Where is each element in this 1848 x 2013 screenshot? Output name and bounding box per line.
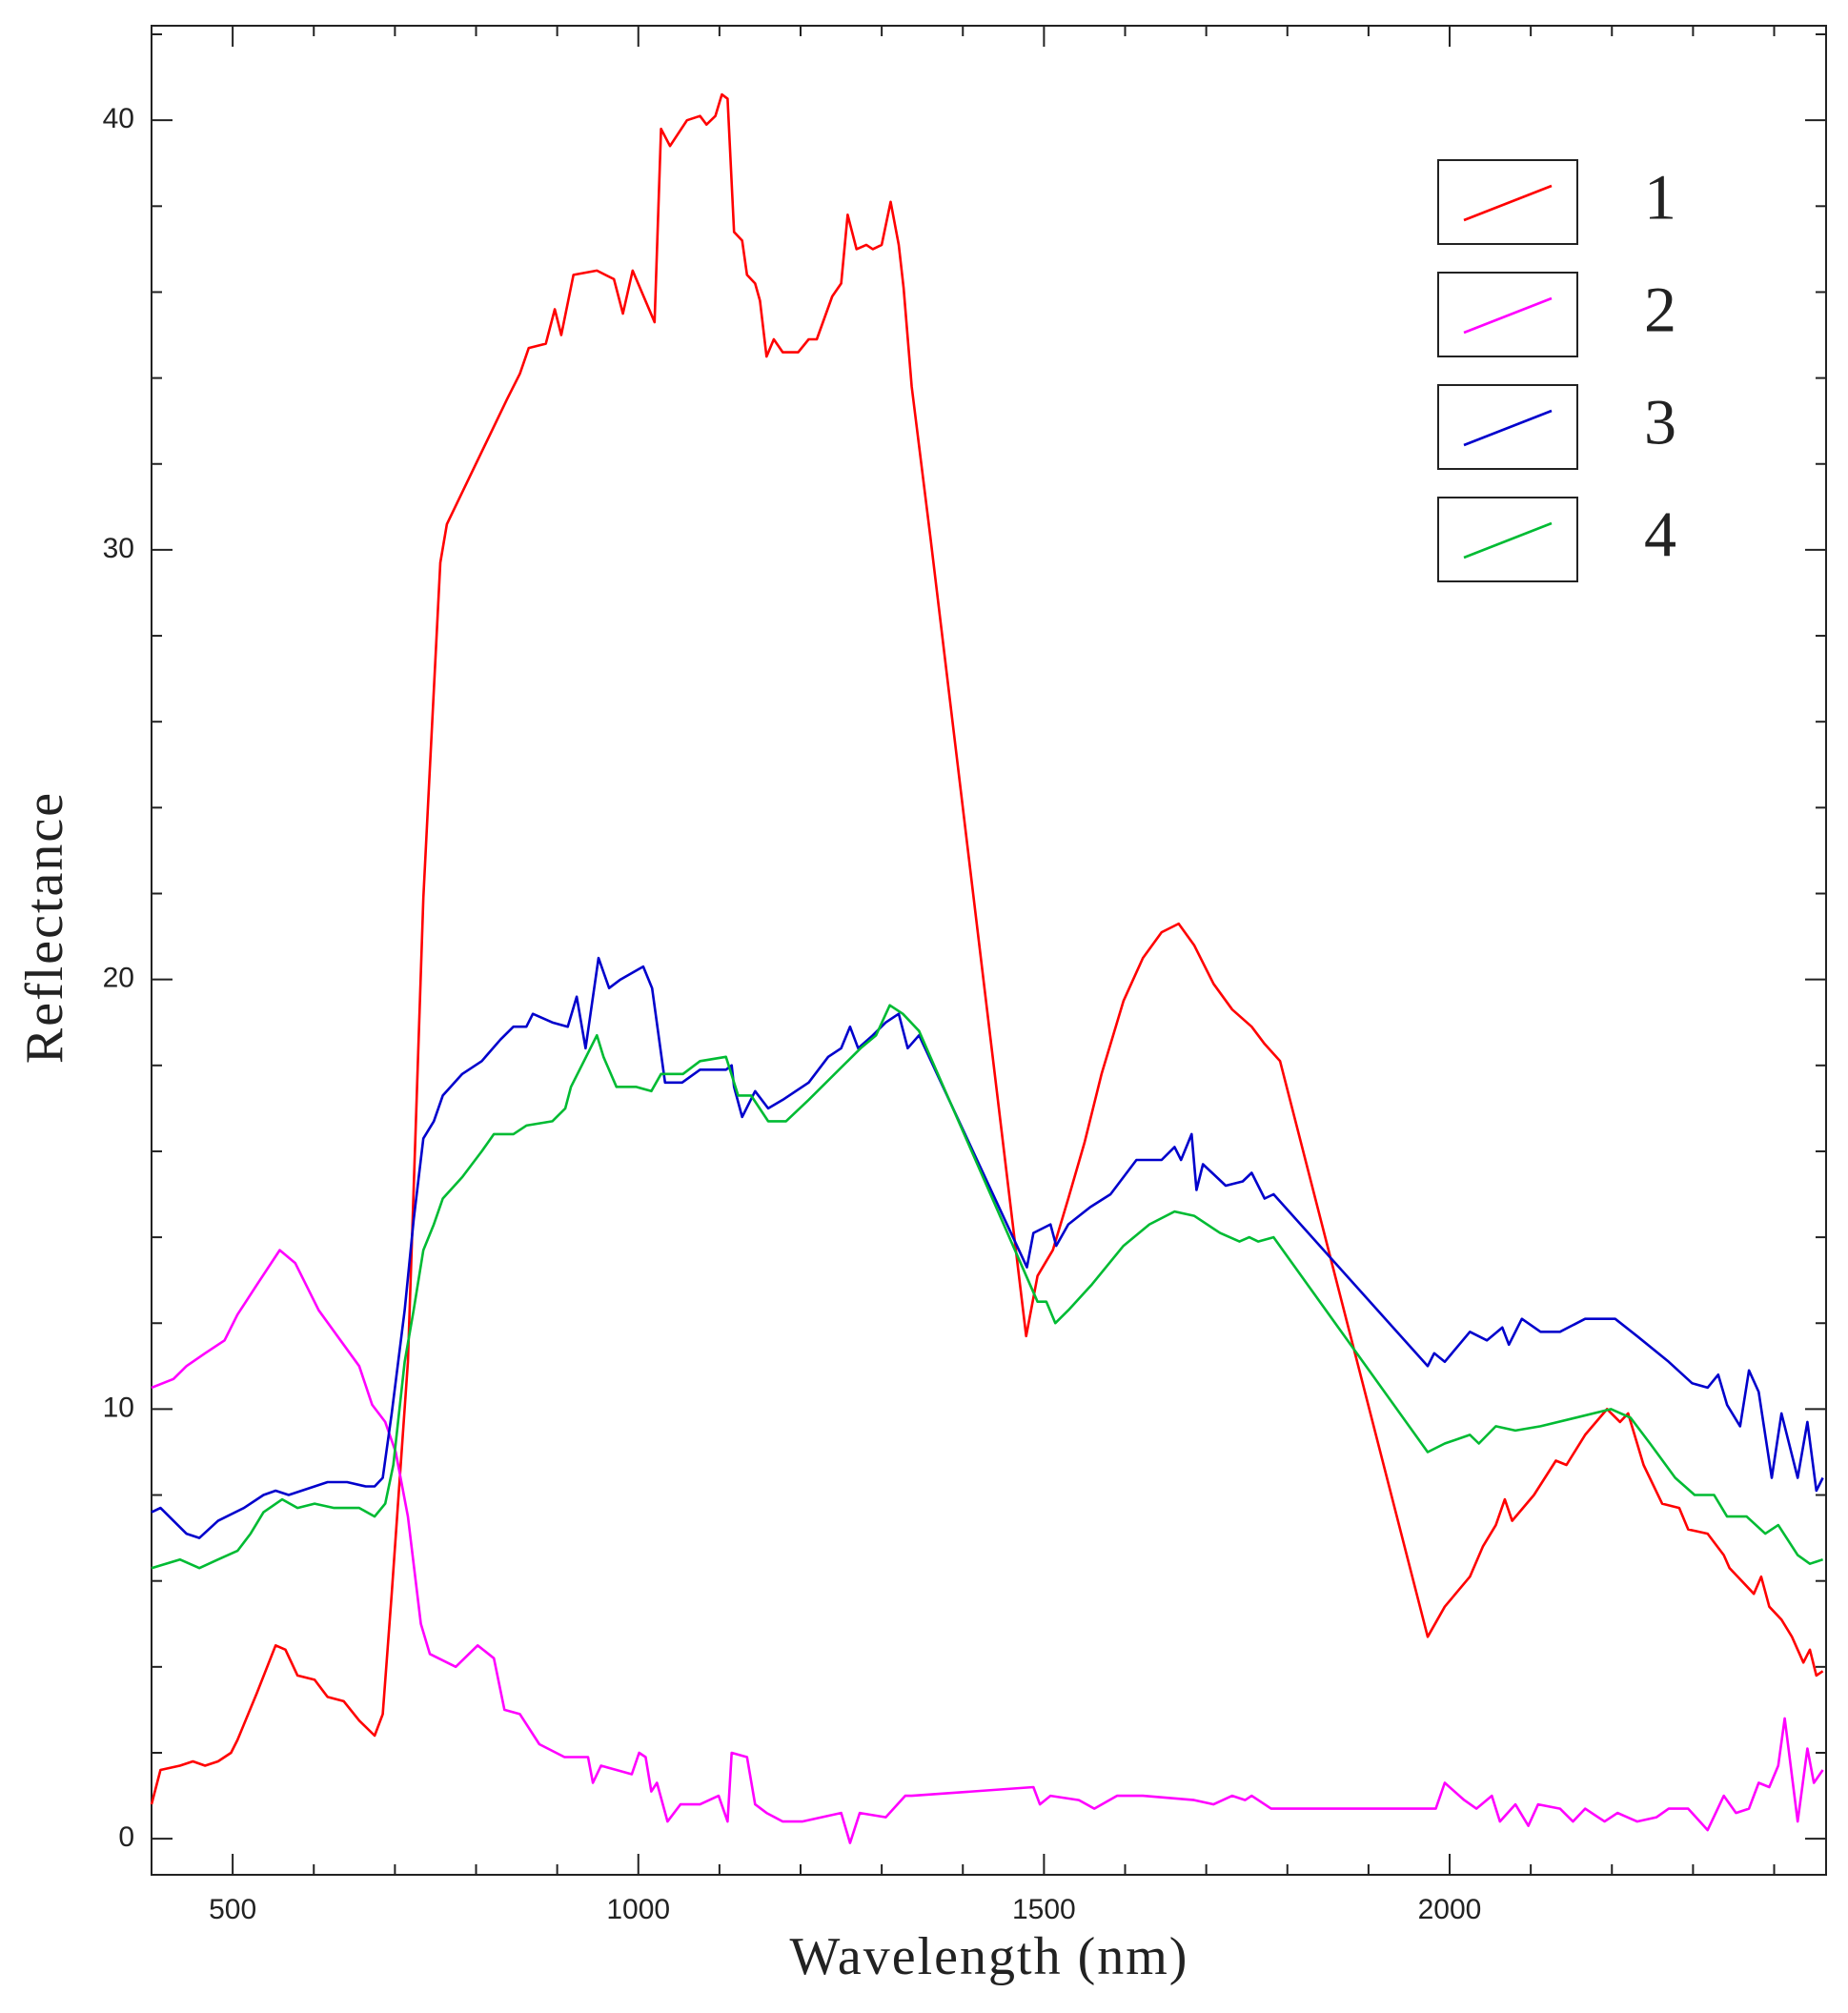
legend-label: 3	[1644, 386, 1676, 458]
x-tick-label: 1500	[1012, 1894, 1076, 1925]
x-tick-label: 1000	[606, 1894, 670, 1925]
legend-label: 1	[1644, 161, 1676, 234]
legend-swatch	[1463, 296, 1553, 335]
y-tick-label: 40	[103, 103, 134, 134]
legend-label: 2	[1644, 274, 1676, 346]
legend-swatch	[1463, 409, 1553, 447]
legend-swatch	[1463, 184, 1553, 222]
y-tick-label: 30	[103, 533, 134, 564]
data-line	[151, 1004, 1824, 1570]
legend-box	[1437, 497, 1578, 582]
legend-box	[1437, 272, 1578, 357]
legend-swatch	[1463, 521, 1553, 559]
x-tick-label: 2000	[1418, 1894, 1482, 1925]
x-axis-title: Wavelength (nm)	[790, 1927, 1189, 1986]
plot-frame	[151, 25, 1827, 1876]
legend-label: 4	[1644, 498, 1676, 571]
y-axis-title: Reflectance	[15, 791, 74, 1064]
y-tick-label: 10	[103, 1392, 134, 1423]
data-line	[151, 1249, 1824, 1844]
y-tick-label: 20	[103, 963, 134, 994]
legend-box	[1437, 159, 1578, 245]
x-tick-label: 500	[209, 1894, 256, 1925]
data-line	[150, 92, 1824, 1805]
data-line	[151, 956, 1824, 1539]
y-tick-label: 0	[118, 1821, 134, 1853]
legend-box	[1437, 384, 1578, 470]
